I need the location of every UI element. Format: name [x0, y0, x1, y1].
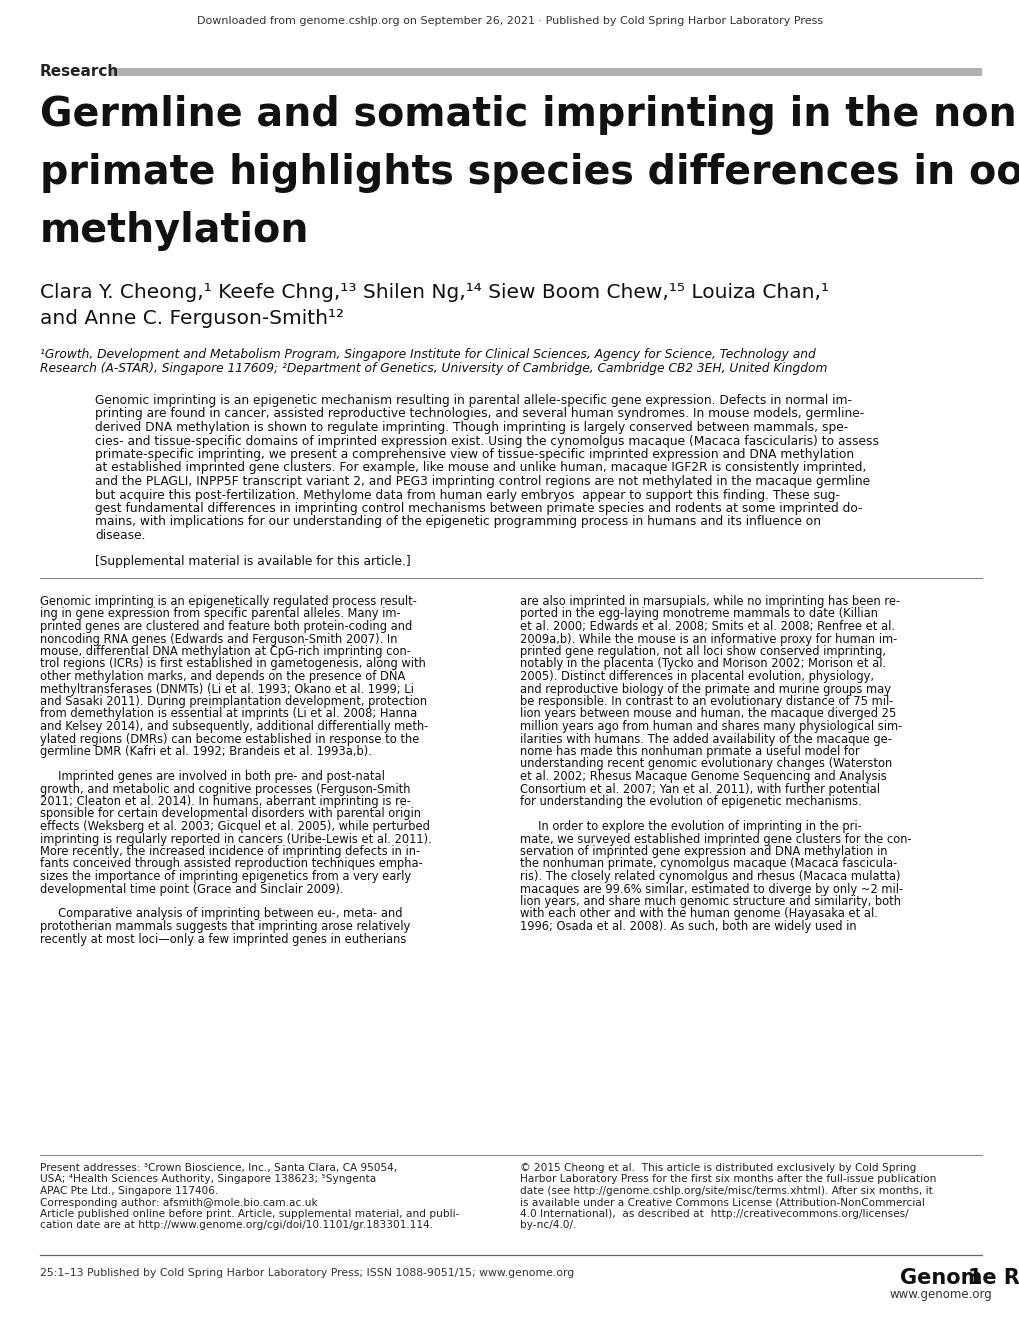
- Text: understanding recent genomic evolutionary changes (Waterston: understanding recent genomic evolutionar…: [520, 758, 892, 771]
- Text: printed gene regulation, not all loci show conserved imprinting,: printed gene regulation, not all loci sh…: [520, 645, 886, 657]
- Text: USA; ⁴Health Sciences Authority, Singapore 138623; ⁵Syngenta: USA; ⁴Health Sciences Authority, Singapo…: [40, 1175, 376, 1184]
- Text: the nonhuman primate, cynomolgus macaque (Macaca fascicula-: the nonhuman primate, cynomolgus macaque…: [520, 858, 897, 870]
- Text: prototherian mammals suggests that imprinting arose relatively: prototherian mammals suggests that impri…: [40, 920, 410, 933]
- Text: www.genome.org: www.genome.org: [889, 1288, 991, 1302]
- Text: at established imprinted gene clusters. For example, like mouse and unlike human: at established imprinted gene clusters. …: [95, 462, 865, 474]
- Text: methyltransferases (DNMTs) (Li et al. 1993; Okano et al. 1999; Li: methyltransferases (DNMTs) (Li et al. 19…: [40, 682, 414, 696]
- Text: Genome Research: Genome Research: [899, 1269, 1019, 1288]
- Text: nome has made this nonhuman primate a useful model for: nome has made this nonhuman primate a us…: [520, 744, 859, 758]
- Text: Genomic imprinting is an epigenetically regulated process result-: Genomic imprinting is an epigenetically …: [40, 595, 417, 609]
- Text: [Supplemental material is available for this article.]: [Supplemental material is available for …: [95, 554, 411, 568]
- Text: APAC Pte Ltd., Singapore 117406.: APAC Pte Ltd., Singapore 117406.: [40, 1185, 218, 1196]
- Text: Present addresses: ³Crown Bioscience, Inc., Santa Clara, CA 95054,: Present addresses: ³Crown Bioscience, In…: [40, 1163, 396, 1173]
- Text: and reproductive biology of the primate and murine groups may: and reproductive biology of the primate …: [520, 682, 891, 696]
- Text: lion years, and share much genomic structure and similarity, both: lion years, and share much genomic struc…: [520, 895, 900, 908]
- Text: 1: 1: [967, 1269, 981, 1288]
- Text: ported in the egg-laying monotreme mammals to date (Killian: ported in the egg-laying monotreme mamma…: [520, 607, 877, 620]
- Text: effects (Weksberg et al. 2003; Gicquel et al. 2005), while perturbed: effects (Weksberg et al. 2003; Gicquel e…: [40, 820, 429, 833]
- Text: but acquire this post-fertilization. Methylome data from human early embryos  ap: but acquire this post-fertilization. Met…: [95, 488, 840, 502]
- Text: trol regions (ICRs) is first established in gametogenesis, along with: trol regions (ICRs) is first established…: [40, 657, 426, 671]
- Text: Clara Y. Cheong,¹ Keefe Chng,¹³ Shilen Ng,¹⁴ Siew Boom Chew,¹⁵ Louiza Chan,¹: Clara Y. Cheong,¹ Keefe Chng,¹³ Shilen N…: [40, 282, 828, 302]
- Text: sizes the importance of imprinting epigenetics from a very early: sizes the importance of imprinting epige…: [40, 870, 411, 883]
- Text: 2009a,b). While the mouse is an informative proxy for human im-: 2009a,b). While the mouse is an informat…: [520, 632, 897, 645]
- Text: Corresponding author: afsmith@mole.bio.cam.ac.uk: Corresponding author: afsmith@mole.bio.c…: [40, 1197, 317, 1208]
- Text: primate-specific imprinting, we present a comprehensive view of tissue-specific : primate-specific imprinting, we present …: [95, 447, 853, 461]
- Text: primate highlights species differences in oocyte: primate highlights species differences i…: [40, 153, 1019, 193]
- Text: 4.0 International),  as described at  http://creativecommons.org/licenses/: 4.0 International), as described at http…: [520, 1209, 908, 1218]
- Text: are also imprinted in marsupials, while no imprinting has been re-: are also imprinted in marsupials, while …: [520, 595, 899, 609]
- Text: printed genes are clustered and feature both protein-coding and: printed genes are clustered and feature …: [40, 620, 412, 634]
- Text: by-nc/4.0/.: by-nc/4.0/.: [520, 1221, 576, 1230]
- Text: ¹Growth, Development and Metabolism Program, Singapore Institute for Clinical Sc: ¹Growth, Development and Metabolism Prog…: [40, 348, 815, 360]
- Text: Downloaded from genome.cshlp.org on September 26, 2021 · Published by Cold Sprin: Downloaded from genome.cshlp.org on Sept…: [197, 16, 822, 26]
- Text: macaques are 99.6% similar, estimated to diverge by only ~2 mil-: macaques are 99.6% similar, estimated to…: [520, 883, 902, 895]
- Text: recently at most loci—only a few imprinted genes in eutherians: recently at most loci—only a few imprint…: [40, 932, 406, 945]
- Text: growth, and metabolic and cognitive processes (Ferguson-Smith: growth, and metabolic and cognitive proc…: [40, 783, 410, 796]
- Text: In order to explore the evolution of imprinting in the pri-: In order to explore the evolution of imp…: [520, 820, 861, 833]
- Text: 2005). Distinct differences in placental evolution, physiology,: 2005). Distinct differences in placental…: [520, 671, 873, 682]
- Text: Article published online before print. Article, supplemental material, and publi: Article published online before print. A…: [40, 1209, 459, 1218]
- Text: ilarities with humans. The added availability of the macaque ge-: ilarities with humans. The added availab…: [520, 733, 891, 746]
- Text: lion years between mouse and human, the macaque diverged 25: lion years between mouse and human, the …: [520, 708, 896, 721]
- Text: Harbor Laboratory Press for the first six months after the full-issue publicatio: Harbor Laboratory Press for the first si…: [520, 1175, 935, 1184]
- Text: imprinting is regularly reported in cancers (Uribe-Lewis et al. 2011).: imprinting is regularly reported in canc…: [40, 833, 431, 846]
- Text: 25:1–13 Published by Cold Spring Harbor Laboratory Press; ISSN 1088-9051/15; www: 25:1–13 Published by Cold Spring Harbor …: [40, 1269, 574, 1278]
- Text: sponsible for certain developmental disorders with parental origin: sponsible for certain developmental diso…: [40, 808, 421, 821]
- Text: Research (A-STAR), Singapore 117609; ²Department of Genetics, University of Camb: Research (A-STAR), Singapore 117609; ²De…: [40, 362, 826, 375]
- Text: developmental time point (Grace and Sinclair 2009).: developmental time point (Grace and Sinc…: [40, 883, 343, 895]
- Text: cation date are at http://www.genome.org/cgi/doi/10.1101/gr.183301.114.: cation date are at http://www.genome.org…: [40, 1221, 433, 1230]
- Text: ris). The closely related cynomolgus and rhesus (Macaca mulatta): ris). The closely related cynomolgus and…: [520, 870, 900, 883]
- Text: methylation: methylation: [40, 211, 309, 251]
- Text: Research: Research: [40, 65, 119, 79]
- Text: 2011; Cleaton et al. 2014). In humans, aberrant imprinting is re-: 2011; Cleaton et al. 2014). In humans, a…: [40, 795, 411, 808]
- Text: et al. 2000; Edwards et al. 2008; Smits et al. 2008; Renfree et al.: et al. 2000; Edwards et al. 2008; Smits …: [520, 620, 894, 634]
- Text: is available under a Creative Commons License (Attribution-NonCommercial: is available under a Creative Commons Li…: [520, 1197, 924, 1208]
- Text: and Kelsey 2014), and subsequently, additional differentially meth-: and Kelsey 2014), and subsequently, addi…: [40, 719, 428, 733]
- Text: ylated regions (DMRs) can become established in response to the: ylated regions (DMRs) can become establi…: [40, 733, 419, 746]
- Text: Consortium et al. 2007; Yan et al. 2011), with further potential: Consortium et al. 2007; Yan et al. 2011)…: [520, 783, 879, 796]
- Text: Genomic imprinting is an epigenetic mechanism resulting in parental allele-speci: Genomic imprinting is an epigenetic mech…: [95, 393, 851, 407]
- Text: derived DNA methylation is shown to regulate imprinting. Though imprinting is la: derived DNA methylation is shown to regu…: [95, 421, 848, 434]
- Text: million years ago from human and shares many physiological sim-: million years ago from human and shares …: [520, 719, 902, 733]
- Text: noncoding RNA genes (Edwards and Ferguson-Smith 2007). In: noncoding RNA genes (Edwards and Ferguso…: [40, 632, 397, 645]
- Text: and Anne C. Ferguson-Smith¹²: and Anne C. Ferguson-Smith¹²: [40, 309, 343, 327]
- Text: for understanding the evolution of epigenetic mechanisms.: for understanding the evolution of epige…: [520, 795, 861, 808]
- Text: disease.: disease.: [95, 529, 146, 543]
- Text: Germline and somatic imprinting in the nonhuman: Germline and somatic imprinting in the n…: [40, 95, 1019, 135]
- Text: germline DMR (Kafri et al. 1992; Brandeis et al. 1993a,b).: germline DMR (Kafri et al. 1992; Brandei…: [40, 744, 372, 758]
- Text: mains, with implications for our understanding of the epigenetic programming pro: mains, with implications for our underst…: [95, 516, 820, 528]
- Text: printing are found in cancer, assisted reproductive technologies, and several hu: printing are found in cancer, assisted r…: [95, 408, 863, 421]
- Text: Comparative analysis of imprinting between eu-, meta- and: Comparative analysis of imprinting betwe…: [40, 908, 403, 920]
- Text: from demethylation is essential at imprints (Li et al. 2008; Hanna: from demethylation is essential at impri…: [40, 708, 417, 721]
- Text: date (see http://genome.cshlp.org/site/misc/terms.xhtml). After six months, it: date (see http://genome.cshlp.org/site/m…: [520, 1185, 932, 1196]
- Text: et al. 2002; Rhesus Macaque Genome Sequencing and Analysis: et al. 2002; Rhesus Macaque Genome Seque…: [520, 770, 886, 783]
- Text: 1996; Osada et al. 2008). As such, both are widely used in: 1996; Osada et al. 2008). As such, both …: [520, 920, 856, 933]
- Text: cies- and tissue-specific domains of imprinted expression exist. Using the cynom: cies- and tissue-specific domains of imp…: [95, 434, 878, 447]
- Text: mate, we surveyed established imprinted gene clusters for the con-: mate, we surveyed established imprinted …: [520, 833, 911, 846]
- Text: mouse, differential DNA methylation at CpG-rich imprinting con-: mouse, differential DNA methylation at C…: [40, 645, 411, 657]
- Text: with each other and with the human genome (Hayasaka et al.: with each other and with the human genom…: [520, 908, 877, 920]
- Text: other methylation marks, and depends on the presence of DNA: other methylation marks, and depends on …: [40, 671, 405, 682]
- Text: Imprinted genes are involved in both pre- and post-natal: Imprinted genes are involved in both pre…: [40, 770, 384, 783]
- Text: servation of imprinted gene expression and DNA methylation in: servation of imprinted gene expression a…: [520, 845, 887, 858]
- Text: be responsible. In contrast to an evolutionary distance of 75 mil-: be responsible. In contrast to an evolut…: [520, 696, 893, 708]
- Text: More recently, the increased incidence of imprinting defects in in-: More recently, the increased incidence o…: [40, 845, 420, 858]
- Text: notably in the placenta (Tycko and Morison 2002; Morison et al.: notably in the placenta (Tycko and Moris…: [520, 657, 886, 671]
- Text: © 2015 Cheong et al.  This article is distributed exclusively by Cold Spring: © 2015 Cheong et al. This article is dis…: [520, 1163, 915, 1173]
- Text: and Sasaki 2011). During preimplantation development, protection: and Sasaki 2011). During preimplantation…: [40, 696, 427, 708]
- Text: and the PLAGLI, INPP5F transcript variant 2, and PEG3 imprinting control regions: and the PLAGLI, INPP5F transcript varian…: [95, 475, 869, 488]
- Text: ing in gene expression from specific parental alleles. Many im-: ing in gene expression from specific par…: [40, 607, 400, 620]
- Text: fants conceived through assisted reproduction techniques empha-: fants conceived through assisted reprodu…: [40, 858, 422, 870]
- Text: gest fundamental differences in imprinting control mechanisms between primate sp: gest fundamental differences in imprinti…: [95, 502, 862, 515]
